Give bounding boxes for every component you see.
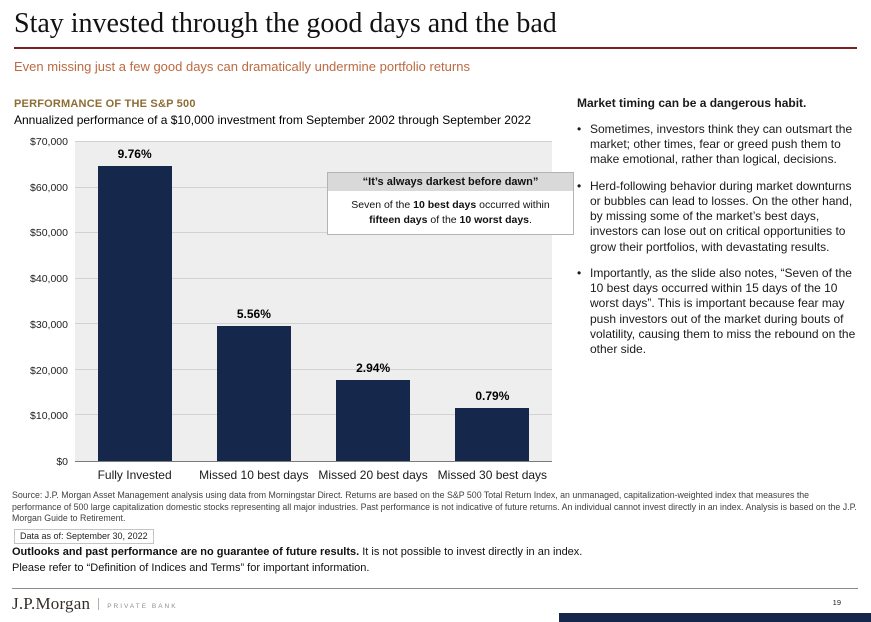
- bar-value-label: 9.76%: [117, 146, 152, 161]
- bar: [336, 379, 411, 461]
- bar-value-label: 2.94%: [356, 360, 391, 375]
- callout-text-segment: 10 best days: [413, 199, 477, 211]
- callout-text-segment: occurred within: [476, 199, 550, 211]
- bar: [216, 325, 291, 461]
- bottom-accent-bar: [559, 613, 871, 622]
- commentary-bullet-list: Sometimes, investors think they can outs…: [577, 122, 861, 357]
- bar-chart: $0 $10,000 $20,000 $30,000 $40,000 $50,000 $60…: [12, 134, 574, 484]
- y-tick-label: $50,000: [30, 227, 68, 240]
- chart-y-axis: $0 $10,000 $20,000 $30,000 $40,000 $50,000 $60…: [12, 136, 68, 468]
- gridline: [75, 414, 552, 416]
- y-tick-label: $40,000: [30, 273, 68, 286]
- gridline: [75, 277, 552, 279]
- terms-reference-line: Please refer to “Definition of Indices a…: [12, 562, 370, 574]
- chart-plot: 9.76% 5.56% 2.94% 0.79% “It’s always darkes…: [75, 141, 574, 462]
- gridline: [75, 368, 552, 370]
- bullet-item: Herd-following behavior during market do…: [577, 179, 861, 255]
- bar: [97, 165, 172, 461]
- gridline: [75, 186, 552, 188]
- y-tick-label: $20,000: [30, 364, 68, 377]
- gridline: [75, 232, 552, 234]
- callout-text-segment: Seven of the: [351, 199, 414, 211]
- callout-text-segment: 10 worst days: [459, 213, 529, 226]
- bar-value-label: 0.79%: [475, 388, 510, 403]
- data-as-of-label: Data as of: September 30, 2022: [14, 529, 154, 544]
- private-bank-label: PRIVATE BANK: [107, 602, 178, 610]
- title-underline-rule: [14, 47, 857, 49]
- callout-body: Seven of the 10 best days occurred withi…: [328, 191, 573, 235]
- y-tick-label: $60,000: [30, 181, 68, 194]
- bar: [455, 407, 530, 461]
- disclaimer-line: Outlooks and past performance are no gua…: [12, 546, 582, 558]
- bar-group: 5.56%: [194, 142, 313, 461]
- gridline: [75, 141, 552, 142]
- callout-text-segment: .: [529, 213, 532, 226]
- chart-bars: 9.76% 5.56% 2.94% 0.79%: [75, 142, 552, 461]
- y-tick-label: $70,000: [30, 136, 68, 148]
- page-number: 19: [832, 598, 841, 607]
- brand-logo: J.P.Morgan PRIVATE BANK: [12, 594, 178, 614]
- y-tick-label: $10,000: [30, 410, 68, 423]
- bar-value-label: 5.56%: [236, 306, 271, 321]
- x-category-label: Missed 10 best days: [199, 468, 309, 482]
- chart-section-header: PERFORMANCE OF THE S&P 500: [14, 98, 196, 110]
- bar-group: 2.94%: [314, 142, 433, 461]
- footer-divider-rule: [12, 588, 858, 589]
- chart-caption: Annualized performance of a $10,000 inve…: [14, 113, 531, 127]
- callout-text-segment: of the: [427, 213, 460, 226]
- commentary-panel: Market timing can be a dangerous habit. …: [577, 96, 861, 368]
- chart-x-labels: Fully Invested Missed 10 best days Missed …: [75, 468, 552, 482]
- x-category-label: Missed 30 best days: [437, 468, 548, 482]
- slide-subtitle: Even missing just a few good days can dr…: [14, 59, 470, 74]
- gridline: [75, 323, 552, 325]
- bullet-item: Sometimes, investors think they can outs…: [577, 122, 861, 168]
- y-tick-label: $0: [56, 456, 68, 468]
- commentary-heading: Market timing can be a dangerous habit.: [577, 96, 807, 110]
- logo-divider: [98, 598, 100, 610]
- callout-text-segment: fifteen days: [369, 213, 428, 226]
- bar-group: 9.76%: [75, 142, 194, 461]
- callout-box: “It’s always darkest before dawn” Seven …: [327, 172, 574, 236]
- disclaimer-bold-text: Outlooks and past performance are no gua…: [12, 546, 360, 558]
- page-title: Stay invested through the good days and …: [14, 8, 557, 39]
- disclaimer-regular-text: It is not possible to invest directly in…: [359, 546, 583, 558]
- bar-group: 0.79%: [433, 142, 552, 461]
- y-tick-label: $30,000: [30, 318, 68, 331]
- jpmorgan-logo-text: J.P.Morgan: [12, 594, 91, 613]
- x-category-label: Fully Invested: [97, 468, 172, 482]
- source-note: Source: J.P. Morgan Asset Management ana…: [12, 490, 857, 524]
- callout-header: “It’s always darkest before dawn”: [328, 173, 573, 191]
- x-category-label: Missed 20 best days: [318, 468, 428, 482]
- bullet-item: Importantly, as the slide also notes, “S…: [577, 266, 861, 357]
